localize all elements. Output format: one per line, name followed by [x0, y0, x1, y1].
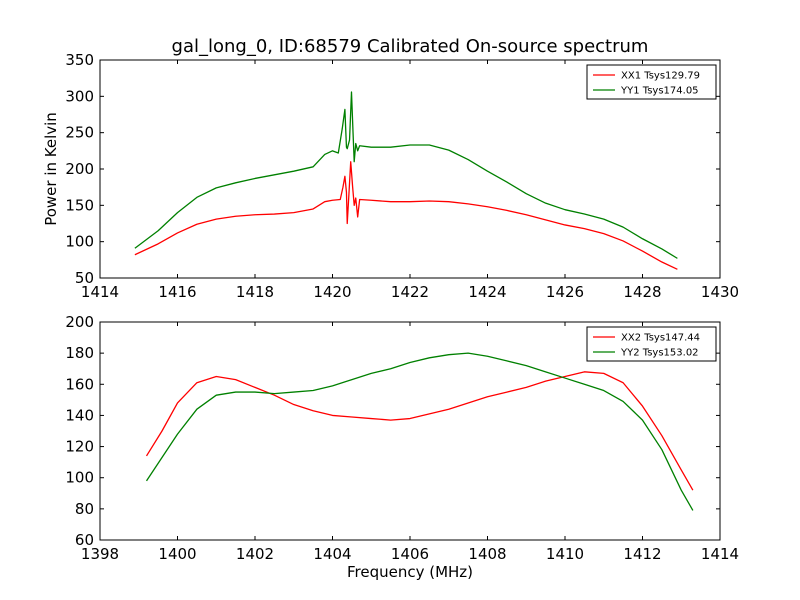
x-tick-label: 1414 — [701, 545, 739, 563]
y-tick-label: 60 — [75, 531, 94, 549]
series-line-xx1 — [134, 161, 678, 270]
x-tick-label: 1414 — [81, 283, 119, 301]
y-axis-label: Power in Kelvin — [42, 112, 60, 226]
x-tick-label: 1404 — [313, 545, 351, 563]
x-tick-label: 1408 — [468, 545, 506, 563]
y-tick-label: 140 — [65, 406, 94, 424]
y-tick-label: 120 — [65, 438, 94, 456]
y-tick-label: 180 — [65, 344, 94, 362]
top-panel: 1414 1416 1418 1420 1422 1424 1426 1428 1430 50 10… — [42, 36, 739, 301]
y-tick-label: 300 — [65, 87, 94, 105]
y-tick-label: 80 — [75, 500, 94, 518]
legend-label: YY1 Tsys174.05 — [620, 86, 699, 97]
chart-title: gal_long_0, ID:68579 Calibrated On-sourc… — [172, 36, 649, 57]
y-tick-label: 100 — [65, 233, 94, 251]
y-tick-label: 100 — [65, 469, 94, 487]
x-tick-label: 1406 — [391, 545, 429, 563]
x-tick-label: 1422 — [391, 283, 429, 301]
legend-label: XX2 Tsys147.44 — [621, 333, 700, 344]
x-axis-label: Frequency (MHz) — [347, 563, 473, 581]
y-tick-label: 250 — [65, 124, 94, 142]
legend-label: YY2 Tsys153.02 — [620, 348, 699, 359]
x-tick-label: 1428 — [623, 283, 661, 301]
x-tick-label: 1416 — [158, 283, 196, 301]
y-tick-label: 160 — [65, 375, 94, 393]
series-line-yy1 — [134, 91, 678, 259]
x-tick-label: 1400 — [158, 545, 196, 563]
y-tick-label: 50 — [75, 269, 94, 287]
x-tick-label: 1424 — [468, 283, 506, 301]
y-tick-label: 200 — [65, 160, 94, 178]
y-tick-label: 150 — [65, 196, 94, 214]
legend-label: XX1 Tsys129.79 — [621, 71, 700, 82]
y-tick-label: 200 — [65, 313, 94, 331]
legend-box — [586, 326, 717, 362]
x-tick-label: 1430 — [701, 283, 739, 301]
bottom-panel: 1398 1400 1402 1404 1406 1408 1410 1412 1414 60 80… — [65, 313, 739, 581]
x-tick-label: 1410 — [546, 545, 584, 563]
series-line-yy2 — [145, 352, 694, 511]
x-tick-label: 1420 — [313, 283, 351, 301]
x-tick-label: 1426 — [546, 283, 584, 301]
x-tick-label: 1402 — [236, 545, 274, 563]
legend-box — [586, 64, 717, 100]
x-tick-label: 1398 — [81, 545, 119, 563]
y-tick-label: 350 — [65, 51, 94, 69]
x-tick-label: 1418 — [236, 283, 274, 301]
x-tick-label: 1412 — [623, 545, 661, 563]
series-line-xx2 — [145, 371, 694, 491]
